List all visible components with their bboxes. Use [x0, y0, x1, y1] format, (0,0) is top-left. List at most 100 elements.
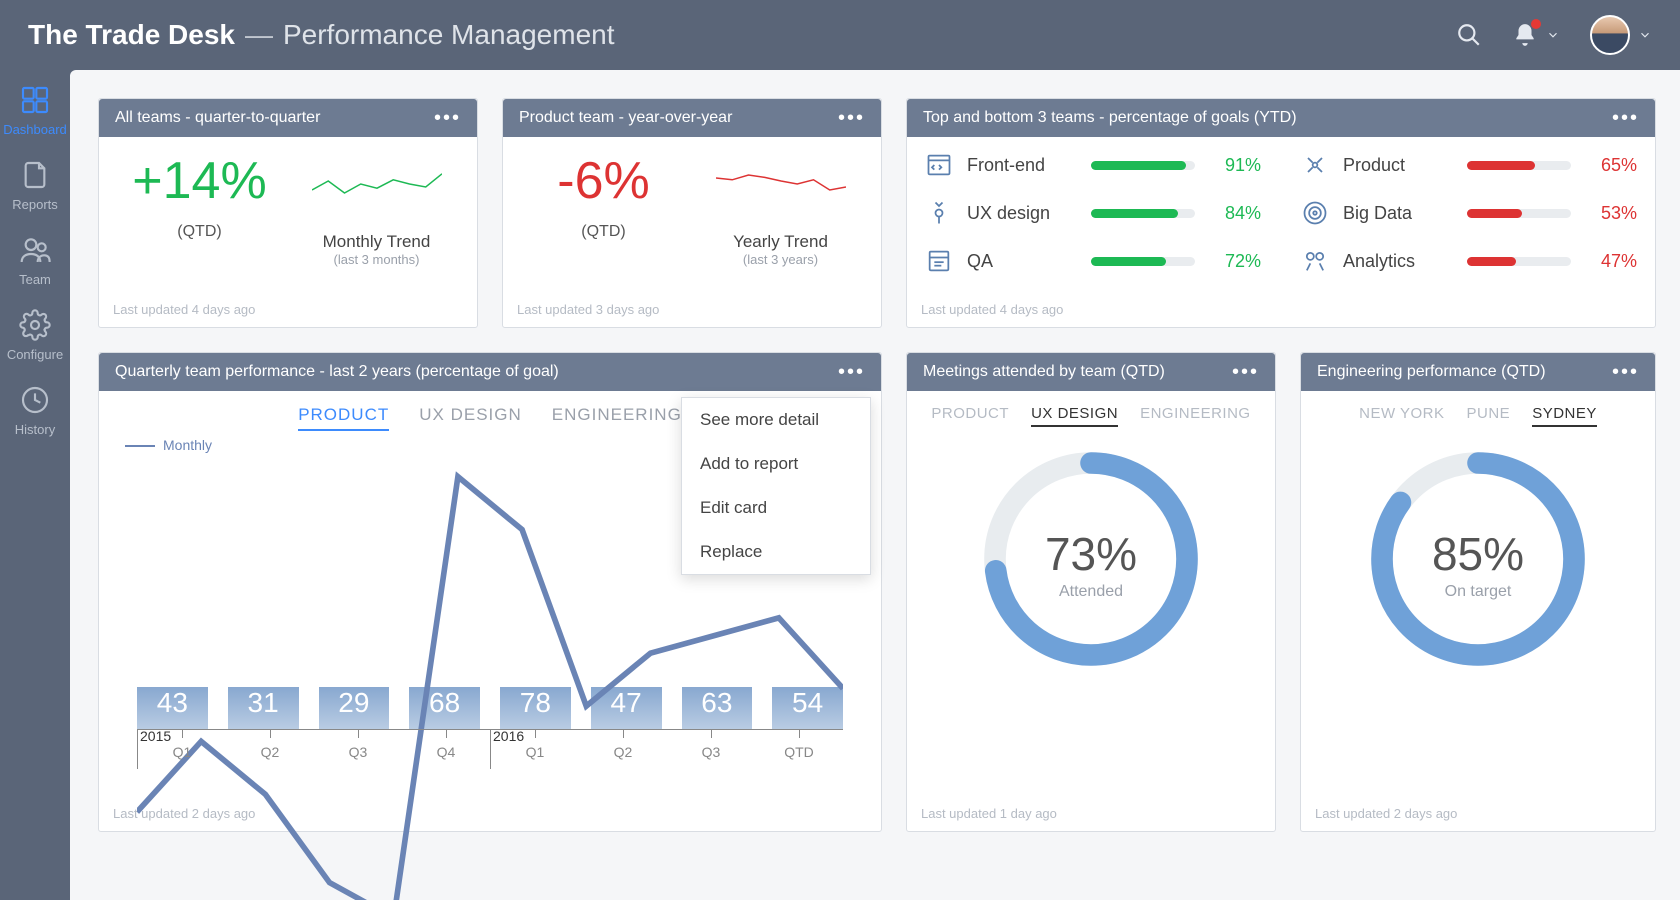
more-icon[interactable]: ••• — [838, 113, 865, 123]
more-icon[interactable]: ••• — [1612, 113, 1639, 123]
menu-item[interactable]: Edit card — [682, 486, 870, 530]
more-icon[interactable]: ••• — [838, 367, 865, 377]
kpi-sub: (QTD) — [521, 223, 686, 241]
bar: 68 — [409, 687, 480, 729]
gauge-tab[interactable]: PUNE — [1467, 405, 1511, 427]
rank-row: QA 72% — [925, 247, 1261, 275]
page-title: Performance Management — [283, 19, 615, 51]
gauge-tab[interactable]: PRODUCT — [931, 405, 1009, 427]
card-engineering-gauge: Engineering performance (QTD) ••• NEW YOR… — [1300, 352, 1656, 832]
card-title: All teams - quarter-to-quarter — [115, 109, 320, 127]
bar: 29 — [319, 687, 390, 729]
card-footer: Last updated 1 day ago — [907, 798, 1275, 831]
gauge-label: On target — [1319, 583, 1637, 601]
trend-sub: (last 3 years) — [698, 252, 863, 267]
notifications-icon[interactable] — [1512, 22, 1538, 48]
rank-pct: 91% — [1209, 155, 1261, 176]
sidebar-item-label: Team — [19, 272, 51, 287]
rank-pct: 53% — [1585, 203, 1637, 224]
team-icon — [1301, 247, 1329, 275]
topbar: The Trade Desk — Performance Management — [0, 0, 1680, 70]
sidebar-item-team[interactable]: Team — [0, 234, 70, 287]
rank-bar — [1467, 161, 1571, 170]
card-footer: Last updated 4 days ago — [99, 294, 477, 327]
team-icon — [925, 151, 953, 179]
rank-row: Big Data 53% — [1301, 199, 1637, 227]
rank-name: Front-end — [967, 155, 1077, 176]
card-product-yoy: Product team - year-over-year••• -6% (QT… — [502, 98, 882, 328]
gauge-tab[interactable]: ENGINEERING — [1140, 405, 1251, 427]
axis-tick: Q3 — [667, 730, 755, 769]
axis-tick: QTD — [755, 730, 843, 769]
more-icon[interactable]: ••• — [434, 113, 461, 123]
team-icon — [1301, 151, 1329, 179]
chart-tab[interactable]: UX DESIGN — [419, 405, 522, 431]
card-context-menu: See more detailAdd to reportEdit cardRep… — [681, 397, 871, 575]
card-quarterly-perf: Quarterly team performance - last 2 year… — [98, 352, 882, 832]
card-title: Engineering performance (QTD) — [1317, 363, 1546, 381]
sidebar: Dashboard Reports Team Configure History — [0, 70, 70, 900]
axis-tick: Q2 — [579, 730, 667, 769]
card-footer: Last updated 2 days ago — [99, 798, 881, 831]
sidebar-item-dashboard[interactable]: Dashboard — [0, 84, 70, 137]
axis-tick: Q2 — [226, 730, 314, 769]
kpi-sub: (QTD) — [117, 223, 282, 241]
ranks-grid: Front-end 91% Product 65% UX design 84% … — [925, 151, 1637, 275]
rank-bar — [1091, 161, 1195, 170]
sidebar-item-label: Reports — [12, 197, 58, 212]
rank-bar — [1467, 209, 1571, 218]
axis-tick: Q12015 — [137, 730, 226, 769]
card-title: Top and bottom 3 teams - percentage of g… — [923, 109, 1297, 127]
gauge-row: Meetings attended by team (QTD)••• PRODU… — [906, 352, 1656, 832]
rank-name: UX design — [967, 203, 1077, 224]
more-icon[interactable]: ••• — [1232, 367, 1259, 377]
chevron-down-icon[interactable] — [1546, 28, 1560, 42]
team-icon — [1301, 199, 1329, 227]
card-footer: Last updated 3 days ago — [503, 294, 881, 327]
rank-row: Analytics 47% — [1301, 247, 1637, 275]
sidebar-item-label: Configure — [7, 347, 63, 362]
chart-tab[interactable]: ENGINEERING — [552, 405, 682, 431]
bar: 31 — [228, 687, 299, 729]
gauge-value: 85% — [1319, 527, 1637, 581]
rank-pct: 47% — [1585, 251, 1637, 272]
rank-pct: 72% — [1209, 251, 1261, 272]
card-meetings-gauge: Meetings attended by team (QTD)••• PRODU… — [906, 352, 1276, 832]
menu-item[interactable]: Replace — [682, 530, 870, 574]
gauge: 85% On target — [1319, 439, 1637, 684]
gauge-tab[interactable]: NEW YORK — [1359, 405, 1444, 427]
chart-tab[interactable]: PRODUCT — [298, 405, 389, 431]
rank-bar — [1091, 257, 1195, 266]
card-title: Product team - year-over-year — [519, 109, 732, 127]
menu-item[interactable]: Add to report — [682, 442, 870, 486]
rank-row: UX design 84% — [925, 199, 1261, 227]
rank-name: Product — [1343, 155, 1453, 176]
notification-badge — [1531, 19, 1541, 29]
trend-sub: (last 3 months) — [294, 252, 459, 267]
gauge-tab[interactable]: SYDNEY — [1532, 405, 1597, 427]
more-icon[interactable]: ••• — [1612, 367, 1639, 377]
gauge-tab[interactable]: UX DESIGN — [1031, 405, 1118, 427]
gauge: 73% Attended — [925, 439, 1257, 684]
rank-bar — [1091, 209, 1195, 218]
rank-pct: 84% — [1209, 203, 1261, 224]
brand-separator: — — [245, 19, 273, 51]
card-title: Quarterly team performance - last 2 year… — [115, 363, 559, 381]
rank-bar — [1467, 257, 1571, 266]
menu-item[interactable]: See more detail — [682, 398, 870, 442]
card-team-ranks: Top and bottom 3 teams - percentage of g… — [906, 98, 1656, 328]
sidebar-item-history[interactable]: History — [0, 384, 70, 437]
bar: 54 — [772, 687, 843, 729]
rank-name: Big Data — [1343, 203, 1453, 224]
sidebar-item-label: History — [15, 422, 55, 437]
search-icon[interactable] — [1456, 22, 1482, 48]
chevron-down-icon[interactable] — [1638, 28, 1652, 42]
sidebar-item-label: Dashboard — [3, 122, 67, 137]
avatar[interactable] — [1590, 15, 1630, 55]
axis-tick: Q4 — [402, 730, 490, 769]
sidebar-item-configure[interactable]: Configure — [0, 309, 70, 362]
sidebar-item-reports[interactable]: Reports — [0, 159, 70, 212]
rank-row: Front-end 91% — [925, 151, 1261, 179]
rank-name: Analytics — [1343, 251, 1453, 272]
team-icon — [925, 247, 953, 275]
